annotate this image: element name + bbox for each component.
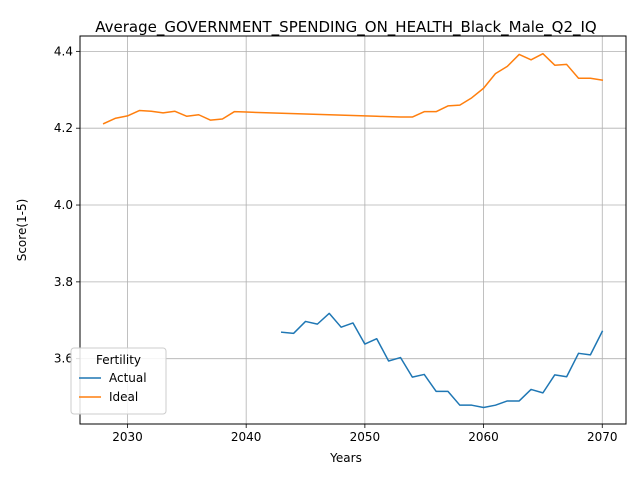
x-tick-label: 2040 [231,430,262,444]
y-tick-label: 3.6 [54,352,73,366]
series-layer [102,52,604,409]
legend-title: Fertility [96,353,141,367]
series-line-actual [280,312,604,409]
axis-ticks: 2030 2040 2050 2060 2070 3.6 3.8 4.0 4.2 4.4 [54,44,618,444]
legend-label-actual: Actual [109,371,147,385]
y-axis-label: Score(1-5) [15,199,29,262]
chart-title: Average_GOVERNMENT_SPENDING_ON_HEALTH_Bl… [95,18,597,37]
y-tick-label: 4.4 [54,44,73,58]
x-tick-label: 2030 [112,430,143,444]
y-tick-label: 4.2 [54,121,73,135]
y-tick-label: 3.8 [54,275,73,289]
x-axis-label: Years [329,451,362,465]
x-tick-label: 2060 [468,430,499,444]
x-tick-label: 2050 [350,430,381,444]
x-tick-label: 2070 [587,430,618,444]
legend-label-ideal: Ideal [109,390,138,404]
plot-frame [79,35,627,425]
grid [80,36,626,424]
series-line-ideal [102,52,604,125]
legend: Fertility Actual Ideal [70,347,167,415]
y-tick-label: 4.0 [54,198,73,212]
